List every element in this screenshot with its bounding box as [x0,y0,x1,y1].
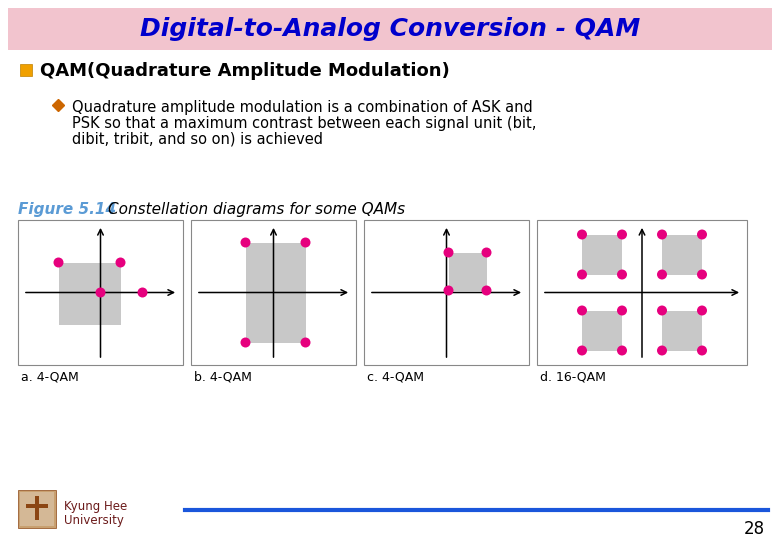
Circle shape [657,269,667,280]
Circle shape [95,287,105,298]
Bar [58,262,120,325]
Bar [20,492,54,526]
Circle shape [115,258,126,267]
Circle shape [697,306,707,315]
Bar [582,234,622,274]
Text: PSK so that a maximum contrast between each signal unit (bit,: PSK so that a maximum contrast between e… [72,116,537,131]
Circle shape [240,238,250,247]
Bar [582,310,622,350]
Circle shape [617,346,627,355]
Circle shape [657,346,667,355]
Circle shape [617,269,627,280]
Circle shape [577,346,587,355]
Text: b. 4-QAM: b. 4-QAM [194,371,252,384]
Circle shape [300,338,310,348]
Circle shape [697,230,707,240]
Text: Quadrature amplitude modulation is a combination of ASK and: Quadrature amplitude modulation is a com… [72,100,533,115]
Bar [191,220,356,365]
Bar [8,8,772,50]
Bar [18,220,183,365]
Bar [26,504,48,508]
Bar [18,490,56,528]
Text: University: University [64,514,124,527]
Bar [662,234,702,274]
Circle shape [481,247,491,258]
Circle shape [697,346,707,355]
Circle shape [137,287,147,298]
Circle shape [444,247,453,258]
Bar [537,220,747,365]
Text: Digital-to-Analog Conversion - QAM: Digital-to-Analog Conversion - QAM [140,17,640,41]
Bar [20,64,32,76]
Text: Kyung Hee: Kyung Hee [64,500,127,513]
Text: a. 4-QAM: a. 4-QAM [21,371,79,384]
Text: QAM(Quadrature Amplitude Modulation): QAM(Quadrature Amplitude Modulation) [40,62,450,80]
Circle shape [444,286,453,295]
Bar [662,310,702,350]
Text: dibit, tribit, and so on) is achieved: dibit, tribit, and so on) is achieved [72,132,323,147]
Bar [246,242,306,342]
Circle shape [657,306,667,315]
Circle shape [657,230,667,240]
Bar [364,220,529,365]
Circle shape [577,230,587,240]
Text: 28: 28 [744,520,765,538]
Text: Figure 5.14: Figure 5.14 [18,202,116,217]
Text: Constellation diagrams for some QAMs: Constellation diagrams for some QAMs [108,202,405,217]
Circle shape [697,269,707,280]
Bar [35,496,39,520]
Bar [448,253,487,291]
Circle shape [617,306,627,315]
Circle shape [481,286,491,295]
Circle shape [300,238,310,247]
Text: d. 16-QAM: d. 16-QAM [540,371,606,384]
Circle shape [577,269,587,280]
Circle shape [577,306,587,315]
Text: c. 4-QAM: c. 4-QAM [367,371,424,384]
Circle shape [54,258,63,267]
Circle shape [240,338,250,348]
Circle shape [617,230,627,240]
